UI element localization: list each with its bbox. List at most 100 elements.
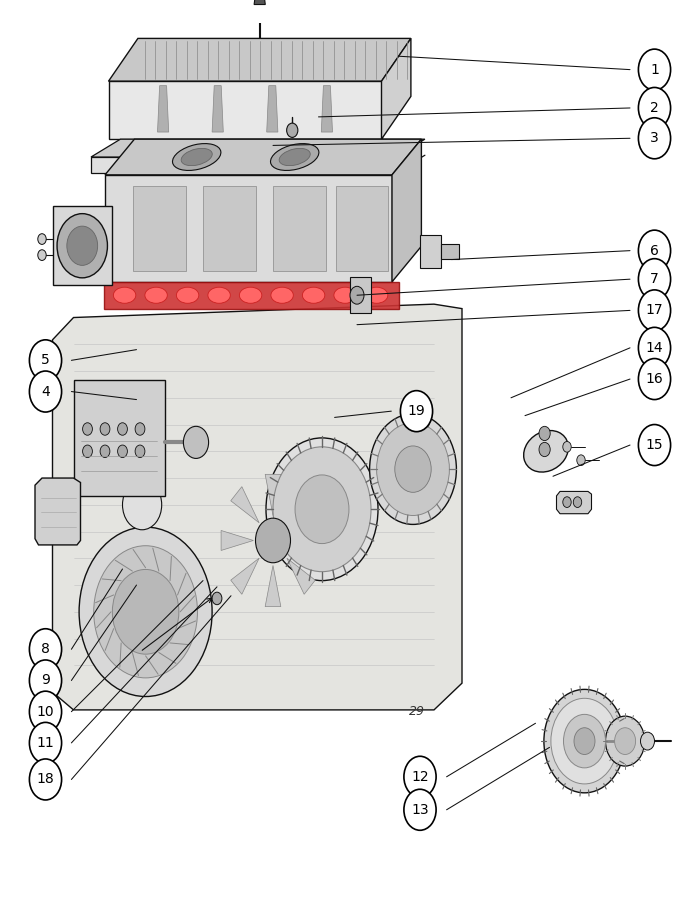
Circle shape	[135, 445, 145, 458]
Polygon shape	[321, 86, 332, 132]
Ellipse shape	[365, 287, 388, 303]
Polygon shape	[254, 0, 265, 5]
Polygon shape	[382, 38, 411, 139]
Polygon shape	[133, 186, 186, 271]
Text: 12: 12	[411, 770, 429, 784]
Circle shape	[183, 426, 209, 458]
Circle shape	[256, 518, 290, 563]
Circle shape	[29, 371, 62, 412]
Polygon shape	[273, 186, 326, 271]
Text: 10: 10	[36, 705, 55, 718]
Circle shape	[370, 414, 456, 524]
Polygon shape	[91, 157, 395, 173]
Circle shape	[638, 328, 671, 369]
Polygon shape	[203, 186, 256, 271]
Ellipse shape	[270, 144, 319, 170]
Text: 6: 6	[650, 243, 659, 258]
Circle shape	[563, 497, 571, 508]
Circle shape	[29, 759, 62, 800]
Ellipse shape	[279, 148, 310, 166]
Circle shape	[112, 569, 179, 654]
Polygon shape	[221, 531, 253, 551]
Text: 16: 16	[645, 372, 664, 386]
Circle shape	[544, 689, 625, 792]
Polygon shape	[52, 206, 112, 285]
Ellipse shape	[181, 148, 212, 166]
Polygon shape	[91, 139, 425, 157]
Circle shape	[29, 691, 62, 732]
Circle shape	[638, 290, 671, 331]
Polygon shape	[420, 235, 441, 267]
Circle shape	[564, 715, 606, 768]
Circle shape	[29, 660, 62, 701]
Text: 29: 29	[409, 705, 424, 718]
Circle shape	[577, 455, 585, 466]
Circle shape	[404, 757, 436, 797]
Circle shape	[638, 259, 671, 300]
Polygon shape	[441, 244, 458, 259]
Circle shape	[122, 479, 162, 530]
Polygon shape	[158, 86, 169, 132]
Polygon shape	[350, 277, 371, 313]
Circle shape	[400, 391, 433, 432]
Circle shape	[350, 286, 364, 304]
Ellipse shape	[208, 287, 230, 303]
Circle shape	[29, 722, 62, 763]
Polygon shape	[105, 139, 421, 175]
Circle shape	[638, 231, 671, 271]
Polygon shape	[287, 558, 315, 595]
Polygon shape	[287, 487, 315, 522]
Circle shape	[574, 727, 595, 755]
Circle shape	[118, 445, 127, 458]
Circle shape	[638, 359, 671, 400]
Circle shape	[640, 732, 654, 750]
Polygon shape	[265, 474, 281, 515]
Text: 18: 18	[36, 772, 55, 787]
Text: 3: 3	[650, 131, 659, 145]
Circle shape	[638, 49, 671, 91]
Text: 13: 13	[411, 802, 429, 817]
Circle shape	[377, 423, 449, 515]
Circle shape	[638, 88, 671, 128]
Circle shape	[539, 442, 550, 457]
Polygon shape	[336, 186, 389, 271]
Polygon shape	[267, 86, 278, 132]
Ellipse shape	[302, 287, 325, 303]
Circle shape	[539, 426, 550, 441]
Text: 5: 5	[41, 353, 50, 367]
Circle shape	[563, 441, 571, 452]
Circle shape	[83, 423, 92, 436]
Text: 4: 4	[41, 384, 50, 399]
Text: 19: 19	[407, 404, 426, 418]
Text: 8: 8	[41, 642, 50, 656]
Circle shape	[606, 716, 645, 766]
Polygon shape	[293, 531, 325, 551]
Text: 15: 15	[645, 438, 664, 452]
Circle shape	[615, 727, 636, 755]
Circle shape	[573, 497, 582, 508]
Circle shape	[29, 629, 62, 670]
Circle shape	[638, 425, 671, 466]
Text: 11: 11	[36, 736, 55, 750]
Circle shape	[118, 423, 127, 436]
Ellipse shape	[145, 287, 167, 303]
Text: 2: 2	[650, 101, 659, 115]
Polygon shape	[105, 175, 392, 282]
Circle shape	[29, 339, 62, 381]
Text: 7: 7	[650, 272, 659, 286]
Text: 17: 17	[645, 304, 664, 318]
Circle shape	[135, 423, 145, 436]
Circle shape	[66, 226, 98, 265]
Circle shape	[79, 527, 212, 696]
Circle shape	[638, 118, 671, 159]
Text: 1: 1	[650, 62, 659, 77]
Text: 9: 9	[41, 673, 50, 687]
Circle shape	[212, 592, 222, 605]
Polygon shape	[108, 81, 382, 139]
Ellipse shape	[334, 287, 356, 303]
Circle shape	[395, 446, 431, 492]
Circle shape	[404, 790, 436, 830]
Circle shape	[287, 124, 298, 137]
Polygon shape	[556, 491, 592, 513]
Polygon shape	[108, 38, 411, 81]
